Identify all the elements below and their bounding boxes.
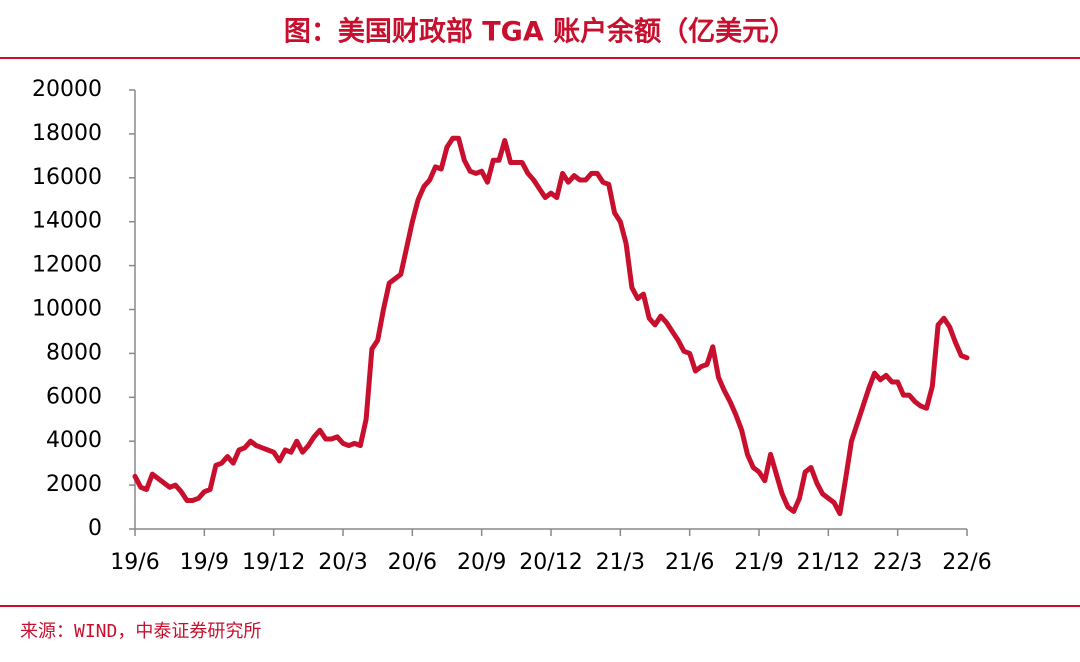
y-tick-label: 4000 [46, 428, 102, 453]
y-tick-label: 10000 [32, 297, 102, 322]
y-tick-label: 2000 [46, 472, 102, 497]
x-tick-label: 22/6 [942, 550, 991, 575]
x-tick-label: 21/6 [665, 550, 714, 575]
x-tick-label: 19/12 [242, 550, 305, 575]
x-tick-label: 21/3 [596, 550, 645, 575]
x-tick-label: 20/6 [388, 550, 437, 575]
source-note: 来源：WIND，中泰证券研究所 [20, 621, 261, 642]
chart-title: 图：美国财政部 TGA 账户余额（亿美元） [284, 16, 796, 48]
x-tick-label: 19/9 [180, 550, 229, 575]
y-tick-label: 6000 [46, 384, 102, 409]
x-tick-label: 20/12 [519, 550, 582, 575]
y-tick-label: 16000 [32, 165, 102, 190]
y-tick-label: 8000 [46, 340, 102, 365]
x-tick-label: 22/3 [873, 550, 922, 575]
x-tick-label: 20/3 [318, 550, 367, 575]
y-tick-label: 12000 [32, 253, 102, 278]
x-tick-label: 19/6 [110, 550, 159, 575]
x-tick-label: 21/12 [797, 550, 860, 575]
x-tick-label: 20/9 [457, 550, 506, 575]
y-tick-label: 18000 [32, 121, 102, 146]
y-tick-label: 14000 [32, 209, 102, 234]
y-tick-label: 20000 [32, 77, 102, 102]
x-tick-label: 21/9 [734, 550, 783, 575]
y-tick-label: 0 [88, 516, 102, 541]
data-line [132, 135, 970, 517]
